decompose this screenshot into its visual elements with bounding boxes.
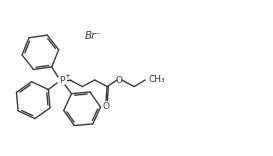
Text: O: O bbox=[103, 102, 109, 111]
Text: Br⁻: Br⁻ bbox=[85, 31, 102, 41]
Text: O: O bbox=[116, 76, 123, 85]
Text: +: + bbox=[64, 73, 70, 79]
Text: P: P bbox=[59, 76, 65, 85]
Text: CH₃: CH₃ bbox=[148, 75, 165, 84]
